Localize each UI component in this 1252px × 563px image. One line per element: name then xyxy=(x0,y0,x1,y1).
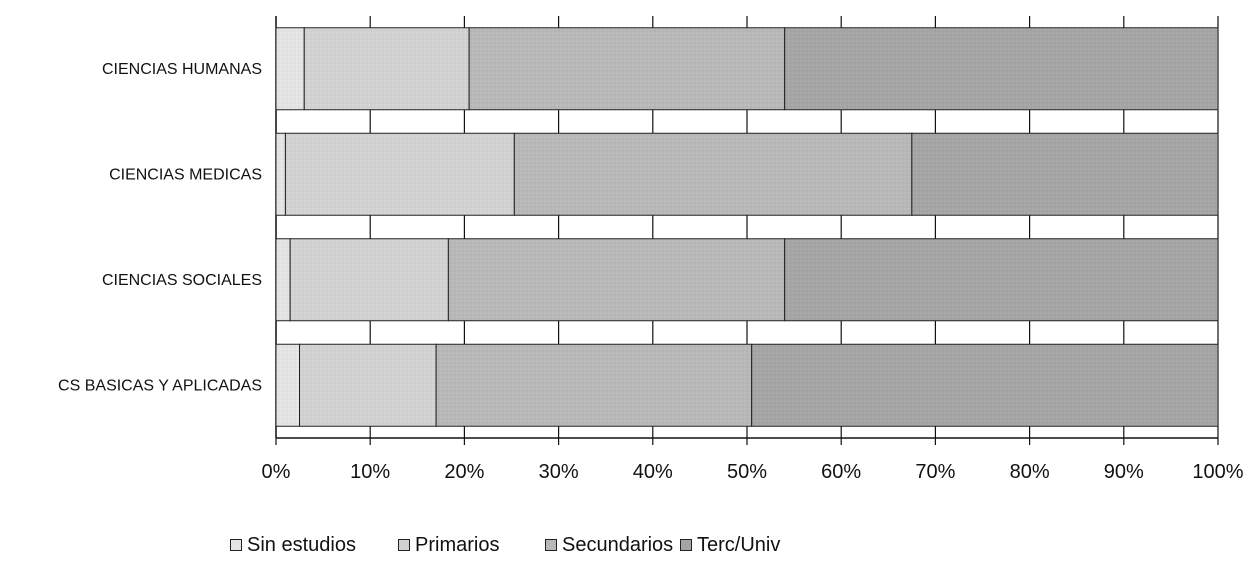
x-tick-label: 20% xyxy=(444,461,484,483)
x-tick-label: 0% xyxy=(262,461,291,483)
category-label: CIENCIAS MEDICAS xyxy=(109,166,262,183)
x-tick-label: 60% xyxy=(821,461,861,483)
category-label: CS BASICAS Y APLICADAS xyxy=(58,377,262,394)
bars xyxy=(275,27,1219,427)
legend-item: Primarios xyxy=(398,534,499,556)
bar-segment xyxy=(513,132,913,216)
bar-segment xyxy=(435,343,753,427)
bar-segment xyxy=(751,343,1219,427)
bar-segment xyxy=(275,132,286,216)
bar-segment xyxy=(784,238,1219,322)
bar-segment xyxy=(275,27,305,111)
legend-swatch-icon xyxy=(230,539,242,551)
x-tick-label: 50% xyxy=(727,461,767,483)
x-tick-label: 70% xyxy=(915,461,955,483)
legend-label: Terc/Univ xyxy=(697,533,781,556)
x-tick-label: 30% xyxy=(539,461,579,483)
legend-swatch-icon xyxy=(680,539,692,551)
bar-segment xyxy=(784,27,1219,111)
x-tick-label: 10% xyxy=(350,461,390,483)
bar-segment xyxy=(911,132,1219,216)
bar-segment xyxy=(303,27,470,111)
bar-segment xyxy=(299,343,437,427)
x-tick-label: 40% xyxy=(633,461,673,483)
legend-label: Sin estudios xyxy=(247,533,356,556)
legend-swatch-icon xyxy=(545,539,557,551)
legend-label: Secundarios xyxy=(562,533,674,556)
bar-segment xyxy=(468,27,786,111)
x-tick-labels: 0% 10% 20% 30% 40% 50% 60% 70% 80% 90% 100% xyxy=(262,438,1244,483)
legend-item: Secundarios xyxy=(545,534,673,556)
x-tick-label: 80% xyxy=(1010,461,1050,483)
category-label: CIENCIAS SOCIALES xyxy=(102,272,262,289)
bar-segment xyxy=(447,238,786,322)
bar-segment xyxy=(275,343,301,427)
chart-legend: Sin estudios Primarios Secundarios Terc/Uni… xyxy=(230,534,1110,556)
legend-item: Sin estudios xyxy=(230,534,356,556)
x-tick-label: 100% xyxy=(1192,461,1243,483)
legend-swatch-icon xyxy=(398,539,410,551)
category-label: CIENCIAS HUMANAS xyxy=(102,61,262,78)
bar-segment xyxy=(284,132,515,216)
x-tick-label: 90% xyxy=(1104,461,1144,483)
bar-segment xyxy=(289,238,449,322)
bar-segment xyxy=(275,238,291,322)
legend-item: Terc/Univ xyxy=(680,534,780,556)
legend-label: Primarios xyxy=(415,533,500,556)
